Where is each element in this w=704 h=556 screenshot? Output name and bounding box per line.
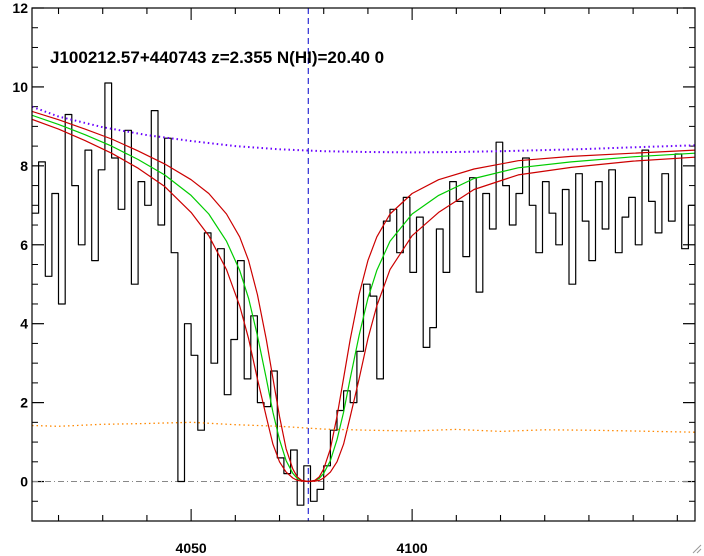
x-tick-labels: 4050 4100 — [176, 540, 428, 556]
y-tick-label: 4 — [20, 316, 28, 332]
resize-grip-icon[interactable] — [690, 542, 702, 554]
y-tick-labels: 0 2 4 6 8 10 12 — [12, 0, 28, 490]
x-tick-label: 4050 — [176, 540, 207, 556]
y-tick-label: 2 — [20, 395, 28, 411]
fit-lower-bound — [32, 118, 695, 483]
x-tick-label: 4100 — [397, 540, 428, 556]
y-tick-label: 6 — [20, 237, 28, 253]
plot-frame — [31, 7, 696, 522]
y-tick-label: 12 — [12, 0, 28, 16]
y-tick-label: 10 — [12, 79, 28, 95]
y-tick-label: 0 — [20, 474, 28, 490]
y-tick-label: 8 — [20, 158, 28, 174]
flux-spectrum — [32, 82, 695, 506]
error-spectrum — [32, 421, 695, 433]
chart-title: J100212.57+440743 z=2.355 N(HI)=20.40 0 — [50, 48, 384, 67]
series-layer — [32, 82, 695, 506]
